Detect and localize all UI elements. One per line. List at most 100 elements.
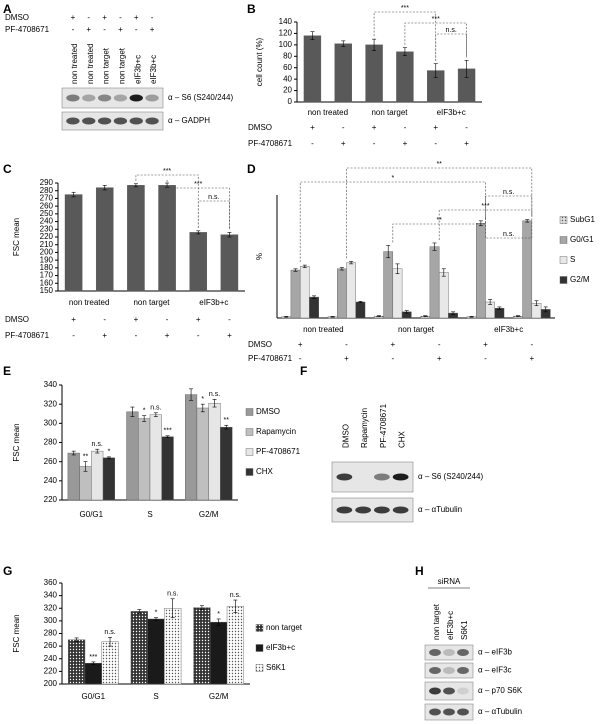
condition-mark: - xyxy=(434,139,437,148)
error-bar xyxy=(302,264,307,268)
significance-label: ** xyxy=(436,161,442,168)
error-bar xyxy=(216,618,221,626)
row-mark: + xyxy=(118,25,123,34)
band xyxy=(113,117,128,125)
condition-mark: + xyxy=(196,315,201,324)
legend-label: eIF3b+c xyxy=(266,643,295,652)
band-label: α – p70 S6K xyxy=(478,686,523,695)
condition-mark: + xyxy=(403,139,408,148)
y-tick-label: 60 xyxy=(283,63,292,72)
legend-label: Rapamycin xyxy=(256,427,296,436)
error-bar xyxy=(402,47,407,57)
panel-label: D xyxy=(247,162,256,176)
condition-mark: + xyxy=(134,315,139,324)
y-tick-label: 300 xyxy=(44,418,58,427)
bar xyxy=(84,662,102,685)
legend-swatch xyxy=(245,468,254,476)
error-bar xyxy=(349,261,354,265)
lane-label: eIF3b+c xyxy=(446,611,455,640)
bar xyxy=(196,407,209,501)
legend-label: S6K1 xyxy=(266,663,286,672)
band-label: α – eIF3c xyxy=(478,666,512,675)
bar xyxy=(429,246,440,319)
band xyxy=(457,649,469,656)
row-mark: + xyxy=(86,25,91,34)
error-bar xyxy=(358,301,363,303)
legend-swatch xyxy=(255,664,264,672)
band xyxy=(392,473,409,481)
error-bar xyxy=(515,315,520,317)
error-bar xyxy=(71,191,76,198)
y-tick-label: 260 xyxy=(44,641,58,650)
error-bar xyxy=(423,315,428,317)
group-label: eIF3b+c xyxy=(437,108,466,117)
y-axis-label: FSC mean xyxy=(12,614,21,652)
condition-mark: + xyxy=(165,331,170,340)
x-tick-label: G0/G1 xyxy=(82,692,106,701)
significance-label: n.s. xyxy=(150,405,161,412)
condition-mark: + xyxy=(464,139,469,148)
bar xyxy=(68,639,86,685)
legend-label: CHX xyxy=(256,467,274,476)
legend-swatch xyxy=(559,236,568,244)
legend-swatch xyxy=(245,448,254,456)
y-tick-label: 340 xyxy=(44,380,58,389)
y-tick-label: 100 xyxy=(279,40,293,49)
row-mark: - xyxy=(151,13,154,22)
band xyxy=(336,506,353,514)
band xyxy=(374,506,390,514)
significance-label: *** xyxy=(481,203,489,210)
bar xyxy=(164,608,182,685)
row-mark: - xyxy=(87,13,90,22)
error-bar xyxy=(165,435,170,439)
lane-label: eIF3b+c xyxy=(133,55,142,84)
error-bar xyxy=(142,415,147,422)
bar xyxy=(396,51,414,103)
bar xyxy=(67,452,80,501)
lane-label: CHX xyxy=(398,430,407,448)
lane-label: non treated xyxy=(86,44,95,84)
error-bar xyxy=(170,598,175,619)
error-bar xyxy=(339,267,344,271)
bar xyxy=(346,262,356,319)
y-tick-label: 210 xyxy=(40,240,54,249)
bar xyxy=(208,403,221,501)
band xyxy=(66,117,80,125)
condition-name: PF-4708671 xyxy=(248,139,293,148)
error-bar xyxy=(372,38,377,51)
error-bar xyxy=(543,306,548,313)
legend-swatch xyxy=(255,644,264,652)
condition-name: PF-4708671 xyxy=(5,331,50,340)
group-label: non target xyxy=(371,108,408,117)
significance-label: *** xyxy=(401,5,409,12)
band xyxy=(82,94,96,102)
y-tick-label: 280 xyxy=(44,629,58,638)
significance-bracket xyxy=(299,181,486,263)
significance-bracket xyxy=(485,216,533,239)
panel-label: A xyxy=(3,2,12,16)
band xyxy=(429,687,441,695)
legend-label: G0/G1 xyxy=(570,235,594,244)
band-label: α – αTubulin xyxy=(478,707,522,716)
significance-label: n.s. xyxy=(167,591,178,598)
bar xyxy=(95,187,114,292)
y-tick-label: 160 xyxy=(40,278,54,287)
blot-strip xyxy=(424,644,474,661)
significance-bracket xyxy=(392,217,486,243)
condition-mark: - xyxy=(373,139,376,148)
error-bar xyxy=(341,40,346,47)
condition-mark: + xyxy=(433,123,438,132)
lane-label: non treated xyxy=(70,44,79,84)
group-label: non treated xyxy=(69,298,109,307)
y-tick-label: 200 xyxy=(40,248,54,257)
bar xyxy=(438,272,449,319)
band xyxy=(113,94,128,102)
group-label: eIF3b+c xyxy=(199,298,228,307)
error-bar xyxy=(224,424,229,430)
bar xyxy=(127,185,145,292)
error-bar xyxy=(137,609,142,614)
y-tick-label: 290 xyxy=(40,178,54,187)
bar xyxy=(147,618,165,685)
significance-label: * xyxy=(108,449,111,456)
condition-mark: - xyxy=(311,139,314,148)
